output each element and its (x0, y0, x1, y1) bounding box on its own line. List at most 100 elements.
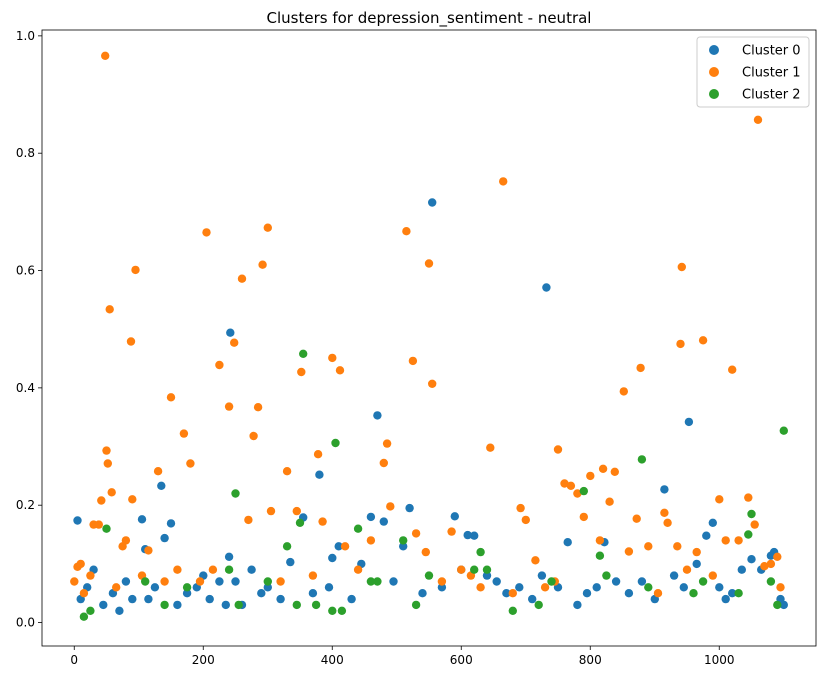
data-point (144, 546, 153, 555)
data-point (97, 496, 106, 505)
data-point (73, 516, 82, 525)
data-point (128, 594, 137, 604)
data-point (160, 577, 169, 586)
data-point (492, 577, 501, 586)
data-point (318, 517, 327, 526)
y-tick-label: 0.4 (16, 381, 35, 395)
data-point (234, 600, 243, 610)
data-point (153, 467, 163, 476)
data-point (334, 542, 343, 551)
data-point (335, 366, 345, 375)
data-point (160, 600, 169, 610)
data-point (744, 493, 753, 502)
data-point (121, 577, 131, 586)
data-point (766, 577, 776, 586)
data-point (582, 589, 592, 598)
data-point (486, 443, 495, 452)
data-point (424, 259, 434, 268)
data-point (773, 600, 782, 610)
data-point (563, 538, 572, 547)
x-tick-label: 400 (321, 653, 344, 667)
data-point (521, 515, 530, 525)
data-point (205, 594, 214, 604)
data-point (689, 589, 698, 598)
data-point (660, 508, 669, 517)
legend: Cluster 0 Cluster 1 Cluster 2 (696, 36, 810, 108)
data-point (340, 542, 350, 551)
data-point (660, 485, 669, 494)
data-point (282, 542, 292, 551)
y-tick-label: 0.2 (16, 498, 35, 512)
data-point (379, 517, 388, 526)
data-point (421, 547, 430, 557)
data-point (107, 488, 116, 497)
data-point (215, 360, 224, 370)
y-tick-label: 0.0 (16, 616, 35, 630)
data-point (249, 431, 258, 441)
data-point (610, 467, 619, 476)
data-point (266, 506, 276, 516)
y-axis: 0.0 0.2 0.4 0.6 0.8 1.0 (16, 29, 42, 630)
data-point (328, 353, 337, 363)
data-point (482, 571, 492, 580)
data-point (750, 520, 759, 529)
data-point (737, 565, 746, 574)
data-point (424, 571, 434, 580)
data-point (692, 547, 701, 557)
data-point (221, 600, 230, 610)
data-point (76, 559, 85, 569)
data-point (115, 606, 124, 615)
data-point (382, 439, 392, 448)
data-point (773, 552, 782, 561)
data-point (760, 562, 769, 571)
data-point (366, 536, 376, 545)
data-point (586, 471, 595, 481)
data-point (137, 515, 147, 524)
data-point (224, 552, 234, 561)
data-point (263, 223, 272, 232)
data-point (566, 481, 576, 490)
data-point (753, 115, 763, 125)
data-point (102, 524, 111, 533)
x-tick-label: 600 (450, 653, 473, 667)
data-point (226, 328, 235, 337)
data-point (366, 577, 376, 586)
data-point (70, 577, 79, 586)
data-point (263, 583, 272, 592)
series-1 (70, 51, 785, 598)
data-point (366, 512, 376, 522)
data-point (715, 495, 724, 504)
plot-area (42, 30, 816, 646)
y-tick-label: 0.6 (16, 264, 35, 278)
data-point (86, 571, 95, 580)
data-point (324, 583, 334, 592)
data-point (253, 403, 263, 412)
data-point (276, 594, 285, 604)
data-point (337, 606, 347, 615)
data-point (463, 530, 472, 540)
data-point (632, 514, 641, 523)
data-point (353, 524, 363, 533)
data-point (182, 589, 192, 598)
data-point (573, 600, 582, 610)
data-point (728, 365, 737, 374)
data-point (389, 577, 398, 586)
data-point (353, 565, 363, 574)
data-point (679, 583, 688, 592)
data-point (173, 565, 182, 574)
data-point (224, 565, 234, 574)
data-point (734, 589, 743, 598)
data-point (408, 356, 418, 366)
data-point (457, 565, 466, 574)
data-point (542, 283, 551, 292)
data-point (160, 533, 169, 543)
data-point (141, 577, 150, 586)
data-point (476, 583, 485, 592)
data-point (602, 571, 611, 580)
data-point (263, 577, 272, 586)
data-point (537, 571, 547, 580)
x-axis: 0 200 400 600 800 1000 (70, 646, 735, 667)
data-point (437, 577, 447, 586)
data-point (79, 589, 89, 598)
data-point (573, 489, 582, 498)
